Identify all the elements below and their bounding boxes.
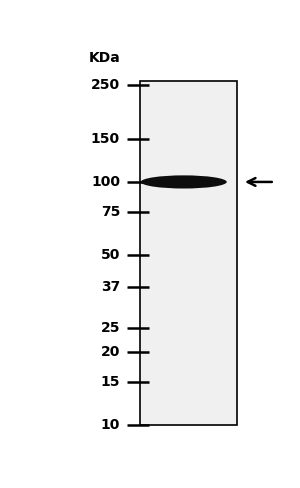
- Text: 250: 250: [91, 78, 120, 92]
- Text: 150: 150: [91, 132, 120, 146]
- Text: 20: 20: [101, 345, 120, 359]
- Ellipse shape: [141, 175, 227, 188]
- Text: 37: 37: [101, 280, 120, 294]
- Text: 50: 50: [101, 248, 120, 262]
- Text: 25: 25: [100, 321, 120, 335]
- Text: KDa: KDa: [88, 51, 120, 64]
- Text: 100: 100: [91, 175, 120, 189]
- Text: 15: 15: [100, 375, 120, 389]
- Text: 75: 75: [101, 205, 120, 219]
- Text: 10: 10: [101, 418, 120, 432]
